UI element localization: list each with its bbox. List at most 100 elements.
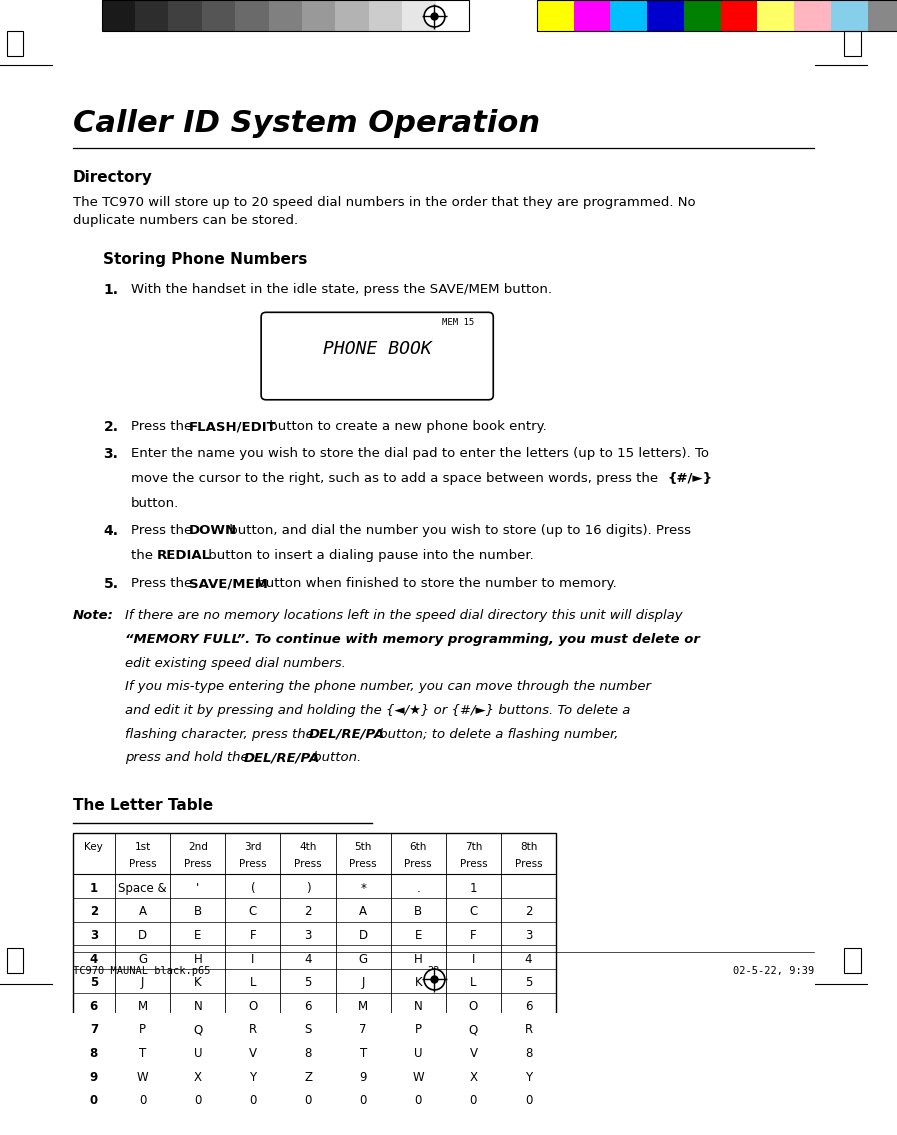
Text: M: M: [358, 1000, 369, 1012]
Text: B: B: [414, 906, 422, 918]
Bar: [684, 0, 720, 32]
Text: 6th: 6th: [410, 842, 427, 852]
Text: 5: 5: [525, 976, 532, 990]
Text: flashing character, press the: flashing character, press the: [125, 728, 318, 741]
Text: Press: Press: [184, 859, 212, 869]
Bar: [436, 0, 469, 32]
Bar: [335, 0, 369, 32]
Text: move the cursor to the right, such as to add a space between words, press the: move the cursor to the right, such as to…: [131, 472, 662, 485]
Text: 2: 2: [304, 906, 312, 918]
Text: 6: 6: [304, 1000, 312, 1012]
Text: Key: Key: [84, 842, 103, 852]
Bar: [402, 0, 436, 32]
Text: If you mis-type entering the phone number, you can move through the number: If you mis-type entering the phone numbe…: [125, 680, 650, 693]
Text: Press: Press: [129, 859, 156, 869]
Text: Q: Q: [193, 1024, 203, 1036]
Text: D: D: [138, 928, 147, 942]
Text: 0: 0: [525, 1094, 532, 1108]
Text: Press: Press: [239, 859, 266, 869]
Text: (: (: [250, 882, 256, 894]
Bar: [831, 0, 867, 32]
Text: the: the: [131, 549, 157, 562]
Text: Press: Press: [294, 859, 322, 869]
Bar: [610, 0, 647, 32]
Text: O: O: [248, 1000, 257, 1012]
Text: L: L: [249, 976, 257, 990]
Text: *: *: [361, 882, 366, 894]
Text: 4: 4: [304, 952, 312, 966]
Bar: [409, 1130, 459, 1135]
Text: With the handset in the idle state, press the SAVE/MEM button.: With the handset in the idle state, pres…: [131, 283, 552, 296]
Text: 3: 3: [90, 928, 98, 942]
Text: 2: 2: [90, 906, 98, 918]
Text: 4.: 4.: [103, 524, 118, 538]
Bar: [235, 0, 268, 32]
Text: 0: 0: [90, 1094, 98, 1108]
Text: B: B: [194, 906, 202, 918]
Bar: [202, 0, 235, 32]
Text: F: F: [470, 928, 476, 942]
Text: DOWN: DOWN: [189, 524, 237, 537]
Text: button when finished to store the number to memory.: button when finished to store the number…: [253, 578, 617, 590]
Text: N: N: [194, 1000, 202, 1012]
Text: K: K: [414, 976, 422, 990]
Text: button to insert a dialing pause into the number.: button to insert a dialing pause into th…: [205, 549, 534, 562]
Text: E: E: [194, 928, 202, 942]
Text: 4: 4: [90, 952, 98, 966]
Text: Press the: Press the: [131, 578, 196, 590]
Text: Caller ID System Operation: Caller ID System Operation: [73, 109, 540, 137]
Text: 1.: 1.: [103, 283, 118, 297]
Text: R: R: [525, 1024, 533, 1036]
Text: E: E: [414, 928, 422, 942]
Text: MEM 15: MEM 15: [441, 319, 474, 328]
Text: button.: button.: [309, 751, 361, 764]
Text: “MEMORY FULL”. To continue with memory programming, you must delete or: “MEMORY FULL”. To continue with memory p…: [125, 633, 700, 646]
Text: REDIAL: REDIAL: [157, 549, 212, 562]
Bar: [757, 0, 794, 32]
Text: G: G: [138, 952, 147, 966]
Text: 4th: 4th: [300, 842, 317, 852]
Text: 0: 0: [139, 1094, 146, 1108]
Text: 9: 9: [360, 1070, 367, 1084]
Text: 5.: 5.: [103, 578, 118, 591]
Text: C: C: [469, 906, 477, 918]
Bar: [135, 0, 169, 32]
Text: 4: 4: [525, 952, 532, 966]
Text: Enter the name you wish to store the dial pad to enter the letters (up to 15 let: Enter the name you wish to store the dia…: [131, 447, 709, 460]
Text: Z: Z: [304, 1070, 312, 1084]
Text: J: J: [361, 976, 365, 990]
Text: 8th: 8th: [520, 842, 537, 852]
Bar: [169, 0, 202, 32]
Text: 0: 0: [304, 1094, 312, 1108]
Text: edit existing speed dial numbers.: edit existing speed dial numbers.: [125, 657, 345, 670]
Text: button; to delete a flashing number,: button; to delete a flashing number,: [375, 728, 618, 741]
Text: D: D: [359, 928, 368, 942]
Text: G: G: [359, 952, 368, 966]
Text: 5th: 5th: [354, 842, 372, 852]
Text: Y: Y: [525, 1070, 532, 1084]
Text: Press the: Press the: [131, 524, 196, 537]
Text: Press: Press: [515, 859, 543, 869]
Text: 0: 0: [360, 1094, 367, 1108]
Text: ): ): [306, 882, 310, 894]
Text: PHONE BOOK: PHONE BOOK: [323, 339, 431, 358]
Bar: [647, 0, 684, 32]
Text: T: T: [139, 1048, 146, 1060]
Text: Space &: Space &: [118, 882, 167, 894]
Text: R: R: [248, 1024, 257, 1036]
Text: N: N: [414, 1000, 422, 1012]
Text: The Letter Table: The Letter Table: [73, 798, 213, 813]
Text: 1: 1: [90, 882, 98, 894]
Text: DEL/RE/PA: DEL/RE/PA: [309, 728, 385, 741]
Bar: [867, 0, 897, 32]
Text: Q: Q: [469, 1024, 478, 1036]
Text: U: U: [414, 1048, 422, 1060]
Text: 5: 5: [90, 976, 98, 990]
Bar: [720, 0, 757, 32]
FancyBboxPatch shape: [261, 312, 493, 400]
Text: FLASH/EDIT: FLASH/EDIT: [189, 420, 277, 434]
Text: W: W: [137, 1070, 149, 1084]
Text: W: W: [413, 1070, 424, 1084]
Bar: [7, 948, 23, 973]
Text: press and hold the: press and hold the: [125, 751, 253, 764]
